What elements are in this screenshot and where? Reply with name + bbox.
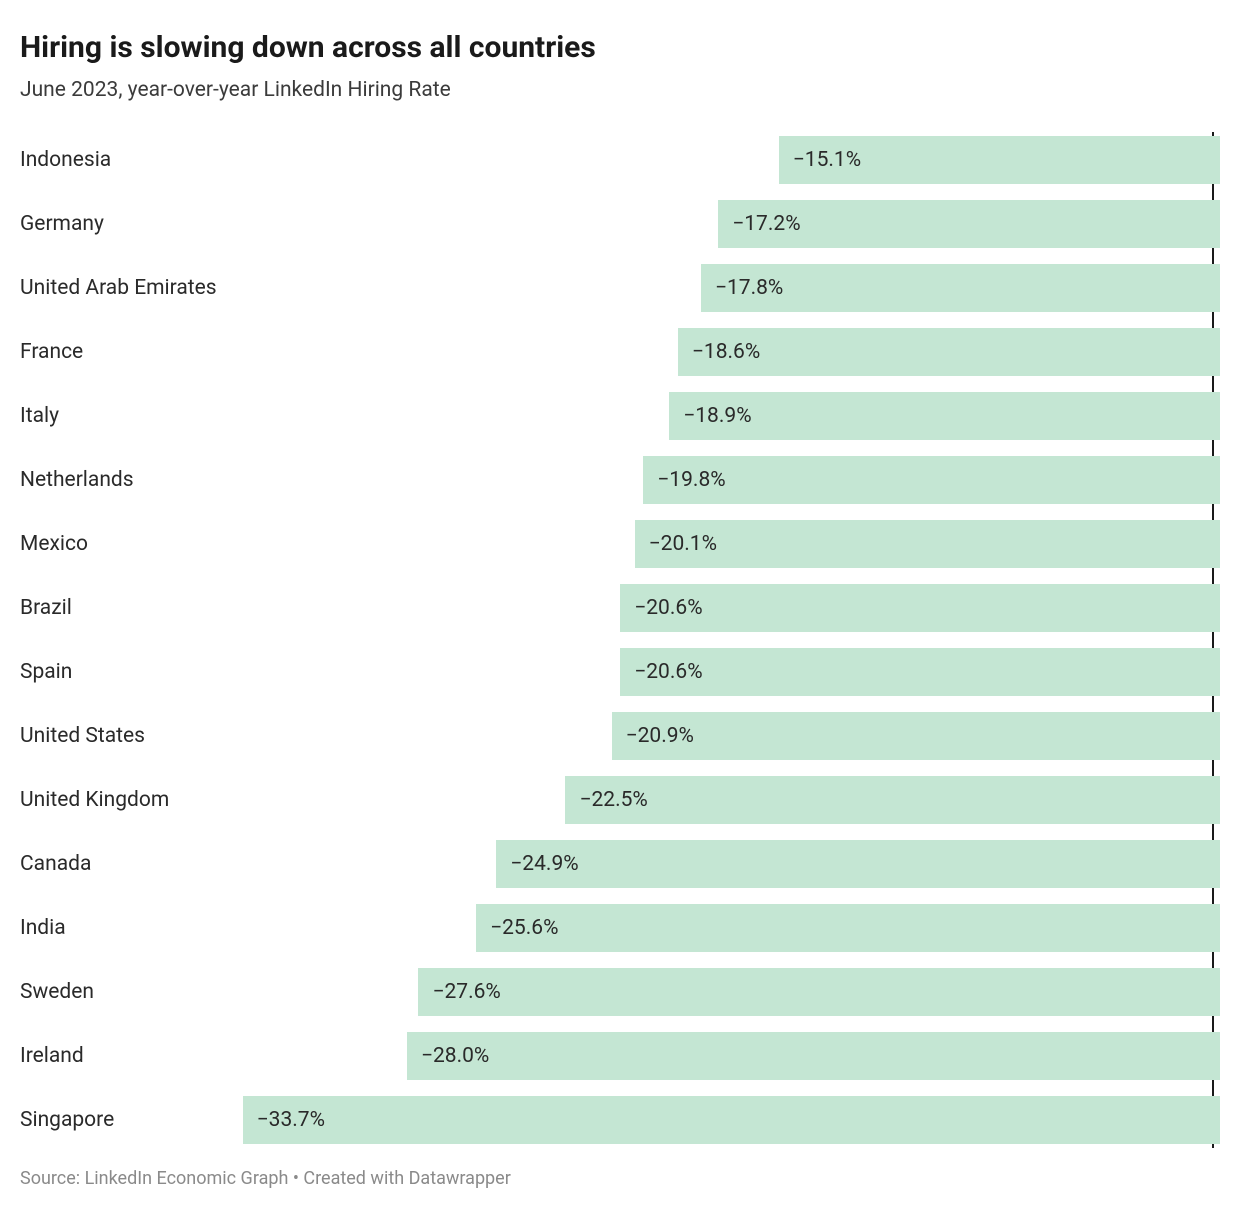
bar-container: −20.6% <box>240 584 1220 632</box>
bar-value-label: −28.0% <box>421 1044 489 1068</box>
table-row: Singapore −33.7% <box>20 1092 1220 1148</box>
row-label: Spain <box>20 660 240 684</box>
bar-value-label: −20.6% <box>634 596 702 620</box>
bar-value-label: −18.9% <box>683 404 751 428</box>
table-row: Brazil −20.6% <box>20 580 1220 636</box>
bar-container: −17.2% <box>240 200 1220 248</box>
bar-container: −27.6% <box>240 968 1220 1016</box>
bar-container: −20.9% <box>240 712 1220 760</box>
row-label: Brazil <box>20 596 240 620</box>
bar-container: −18.6% <box>240 328 1220 376</box>
bar: −33.7% <box>243 1096 1220 1144</box>
bar-value-label: −20.1% <box>649 532 717 556</box>
table-row: Germany −17.2% <box>20 196 1220 252</box>
table-row: Ireland −28.0% <box>20 1028 1220 1084</box>
row-label: France <box>20 340 240 364</box>
bar: −19.8% <box>643 456 1220 504</box>
bar: −20.9% <box>612 712 1220 760</box>
row-label: United States <box>20 724 240 748</box>
row-label: United Arab Emirates <box>20 276 240 300</box>
bar: −15.1% <box>779 136 1220 184</box>
row-label: Sweden <box>20 980 240 1004</box>
table-row: United States −20.9% <box>20 708 1220 764</box>
row-label: Netherlands <box>20 468 240 492</box>
bar-container: −33.7% <box>240 1096 1220 1144</box>
row-label: Singapore <box>20 1108 240 1132</box>
bar-container: −28.0% <box>240 1032 1220 1080</box>
table-row: Canada −24.9% <box>20 836 1220 892</box>
bar: −20.6% <box>620 584 1220 632</box>
bar: −17.2% <box>718 200 1220 248</box>
bar: −27.6% <box>418 968 1220 1016</box>
table-row: Sweden −27.6% <box>20 964 1220 1020</box>
chart-title: Hiring is slowing down across all countr… <box>20 30 1220 66</box>
bar-container: −22.5% <box>240 776 1220 824</box>
bar-container: −24.9% <box>240 840 1220 888</box>
table-row: Mexico −20.1% <box>20 516 1220 572</box>
row-label: United Kingdom <box>20 788 240 812</box>
bar-container: −18.9% <box>240 392 1220 440</box>
bar: −22.5% <box>565 776 1220 824</box>
bar: −24.9% <box>496 840 1220 888</box>
table-row: Spain −20.6% <box>20 644 1220 700</box>
row-label: Mexico <box>20 532 240 556</box>
row-label: Germany <box>20 212 240 236</box>
bar-value-label: −18.6% <box>692 340 760 364</box>
bar-value-label: −15.1% <box>793 148 861 172</box>
table-row: Netherlands −19.8% <box>20 452 1220 508</box>
table-row: Italy −18.9% <box>20 388 1220 444</box>
bar-container: −20.6% <box>240 648 1220 696</box>
bar-container: −17.8% <box>240 264 1220 312</box>
bar-value-label: −33.7% <box>257 1108 325 1132</box>
table-row: United Arab Emirates −17.8% <box>20 260 1220 316</box>
bar-value-label: −22.5% <box>579 788 647 812</box>
bar-value-label: −27.6% <box>432 980 500 1004</box>
bar-container: −20.1% <box>240 520 1220 568</box>
bar-value-label: −20.9% <box>626 724 694 748</box>
chart-area: Indonesia −15.1% Germany −17.2% United Arab … <box>20 132 1220 1148</box>
row-label: Canada <box>20 852 240 876</box>
chart-footer: Source: LinkedIn Economic Graph • Create… <box>20 1168 1220 1189</box>
bar: −17.8% <box>701 264 1220 312</box>
bar: −18.6% <box>678 328 1220 376</box>
chart-subtitle: June 2023, year-over-year LinkedIn Hirin… <box>20 78 1220 102</box>
table-row: United Kingdom −22.5% <box>20 772 1220 828</box>
bar-value-label: −19.8% <box>657 468 725 492</box>
bar-value-label: −17.8% <box>715 276 783 300</box>
table-row: France −18.6% <box>20 324 1220 380</box>
bar-value-label: −20.6% <box>634 660 702 684</box>
table-row: India −25.6% <box>20 900 1220 956</box>
bar-value-label: −25.6% <box>490 916 558 940</box>
row-label: India <box>20 916 240 940</box>
bar-value-label: −24.9% <box>510 852 578 876</box>
bar-value-label: −17.2% <box>732 212 800 236</box>
bar-container: −25.6% <box>240 904 1220 952</box>
row-label: Italy <box>20 404 240 428</box>
table-row: Indonesia −15.1% <box>20 132 1220 188</box>
bar-container: −15.1% <box>240 136 1220 184</box>
bar: −28.0% <box>407 1032 1220 1080</box>
row-label: Indonesia <box>20 148 240 172</box>
bar: −20.6% <box>620 648 1220 696</box>
bar: −20.1% <box>635 520 1220 568</box>
bar: −18.9% <box>669 392 1220 440</box>
row-label: Ireland <box>20 1044 240 1068</box>
bar: −25.6% <box>476 904 1220 952</box>
bar-container: −19.8% <box>240 456 1220 504</box>
